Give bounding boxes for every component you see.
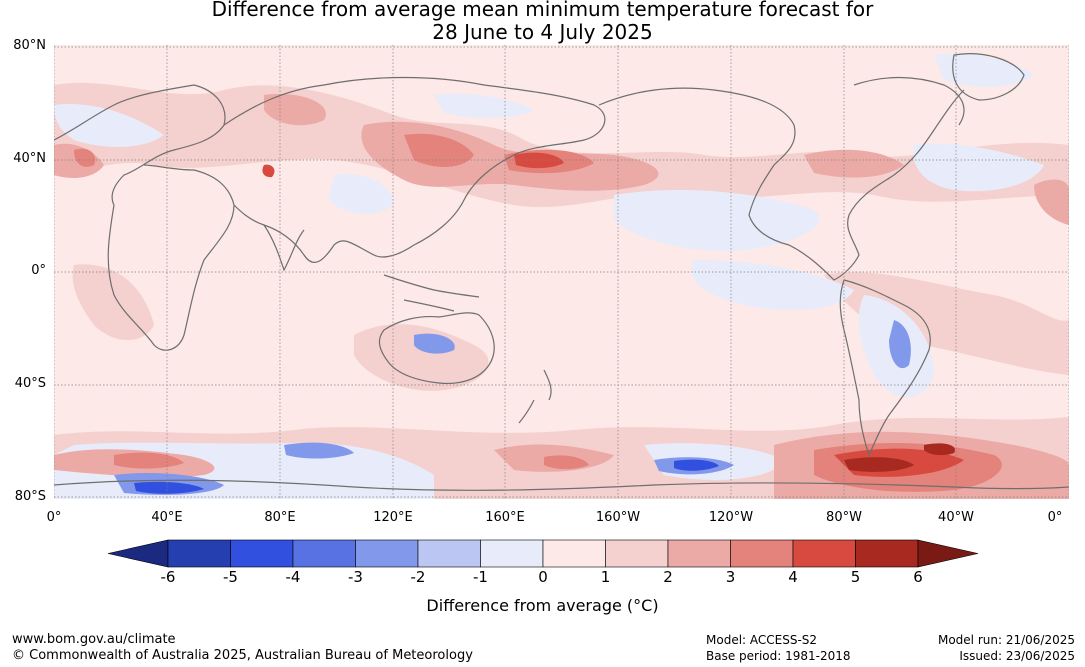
- colorbar-segment: [480, 539, 544, 568]
- coastlines: [54, 53, 1069, 491]
- lon-label-120e: 120°E: [373, 510, 413, 525]
- colorbar-segment: [355, 539, 419, 568]
- lat-label-40s: 40°S: [14, 376, 46, 391]
- colorbar-extend-low: [108, 539, 169, 568]
- lon-label-120w: 120°W: [708, 510, 754, 525]
- graticule: [54, 45, 1069, 499]
- title-line-1: Difference from average mean minimum tem…: [211, 0, 874, 21]
- colorbar-segment: [730, 539, 794, 568]
- colorbar-segment: [167, 539, 231, 568]
- footer-model-run: Model run: 21/06/2025: [937, 633, 1075, 647]
- footer-issued: Issued: 23/06/2025: [959, 649, 1075, 663]
- colorbar-label: Difference from average (°C): [426, 596, 659, 615]
- colorbar-extend-high: [917, 539, 978, 568]
- colorbar-segment: [792, 539, 856, 568]
- forecast-map: [54, 45, 1069, 499]
- colorbar-tick-label: 6: [913, 568, 923, 586]
- lon-label-0: 0°: [46, 510, 62, 525]
- colorbar-segment: [542, 539, 606, 568]
- footer-copyright: © Commonwealth of Australia 2025, Austra…: [12, 648, 473, 663]
- colorbar-tick-label: 1: [600, 568, 611, 586]
- map-title: Difference from average mean minimum tem…: [0, 0, 1085, 44]
- lat-label-80n: 80°N: [13, 38, 46, 53]
- lon-label-0-east: 0°: [1047, 510, 1063, 525]
- colorbar-segment: [417, 539, 481, 568]
- lon-label-40e: 40°E: [151, 510, 183, 525]
- colorbar-tick-label: 5: [850, 568, 861, 586]
- colorbar-tick-label: -4: [285, 568, 301, 586]
- footer-website: www.bom.gov.au/climate: [12, 632, 176, 647]
- lon-label-80e: 80°E: [264, 510, 296, 525]
- anomaly-band-minus4to6: [134, 459, 719, 494]
- colorbar-segment: [667, 539, 731, 568]
- colorbar-segment: [605, 539, 669, 568]
- lat-label-80s: 80°S: [14, 489, 46, 504]
- colorbar: [108, 539, 978, 568]
- lat-label-0: 0°: [31, 263, 46, 278]
- anomaly-band-6plus: [844, 443, 955, 472]
- colorbar-segment: [230, 539, 294, 568]
- colorbar-segment: [292, 539, 356, 568]
- colorbar-tick-label: 2: [663, 568, 673, 586]
- colorbar-tick-label: -2: [410, 568, 426, 586]
- colorbar-tick-label: -6: [160, 568, 176, 586]
- footer-base-period: Base period: 1981-2018: [706, 649, 851, 663]
- title-line-2: 28 June to 4 July 2025: [432, 20, 653, 44]
- colorbar-tick-label: 4: [788, 568, 798, 586]
- lon-label-160w: 160°W: [595, 510, 641, 525]
- colorbar-tick-label: 3: [725, 568, 736, 586]
- lon-label-40w: 40°W: [938, 510, 974, 525]
- colorbar-tick-label: 0: [538, 568, 548, 586]
- colorbar-tick-label: -1: [473, 568, 488, 586]
- lon-label-160e: 160°E: [485, 510, 525, 525]
- lat-label-40n: 40°N: [13, 151, 46, 166]
- colorbar-tick-label: -3: [348, 568, 363, 586]
- colorbar-segment: [855, 539, 919, 568]
- lon-label-80w: 80°W: [826, 510, 862, 525]
- colorbar-tick-label: -5: [223, 568, 238, 586]
- footer-model: Model: ACCESS-S2: [706, 633, 818, 647]
